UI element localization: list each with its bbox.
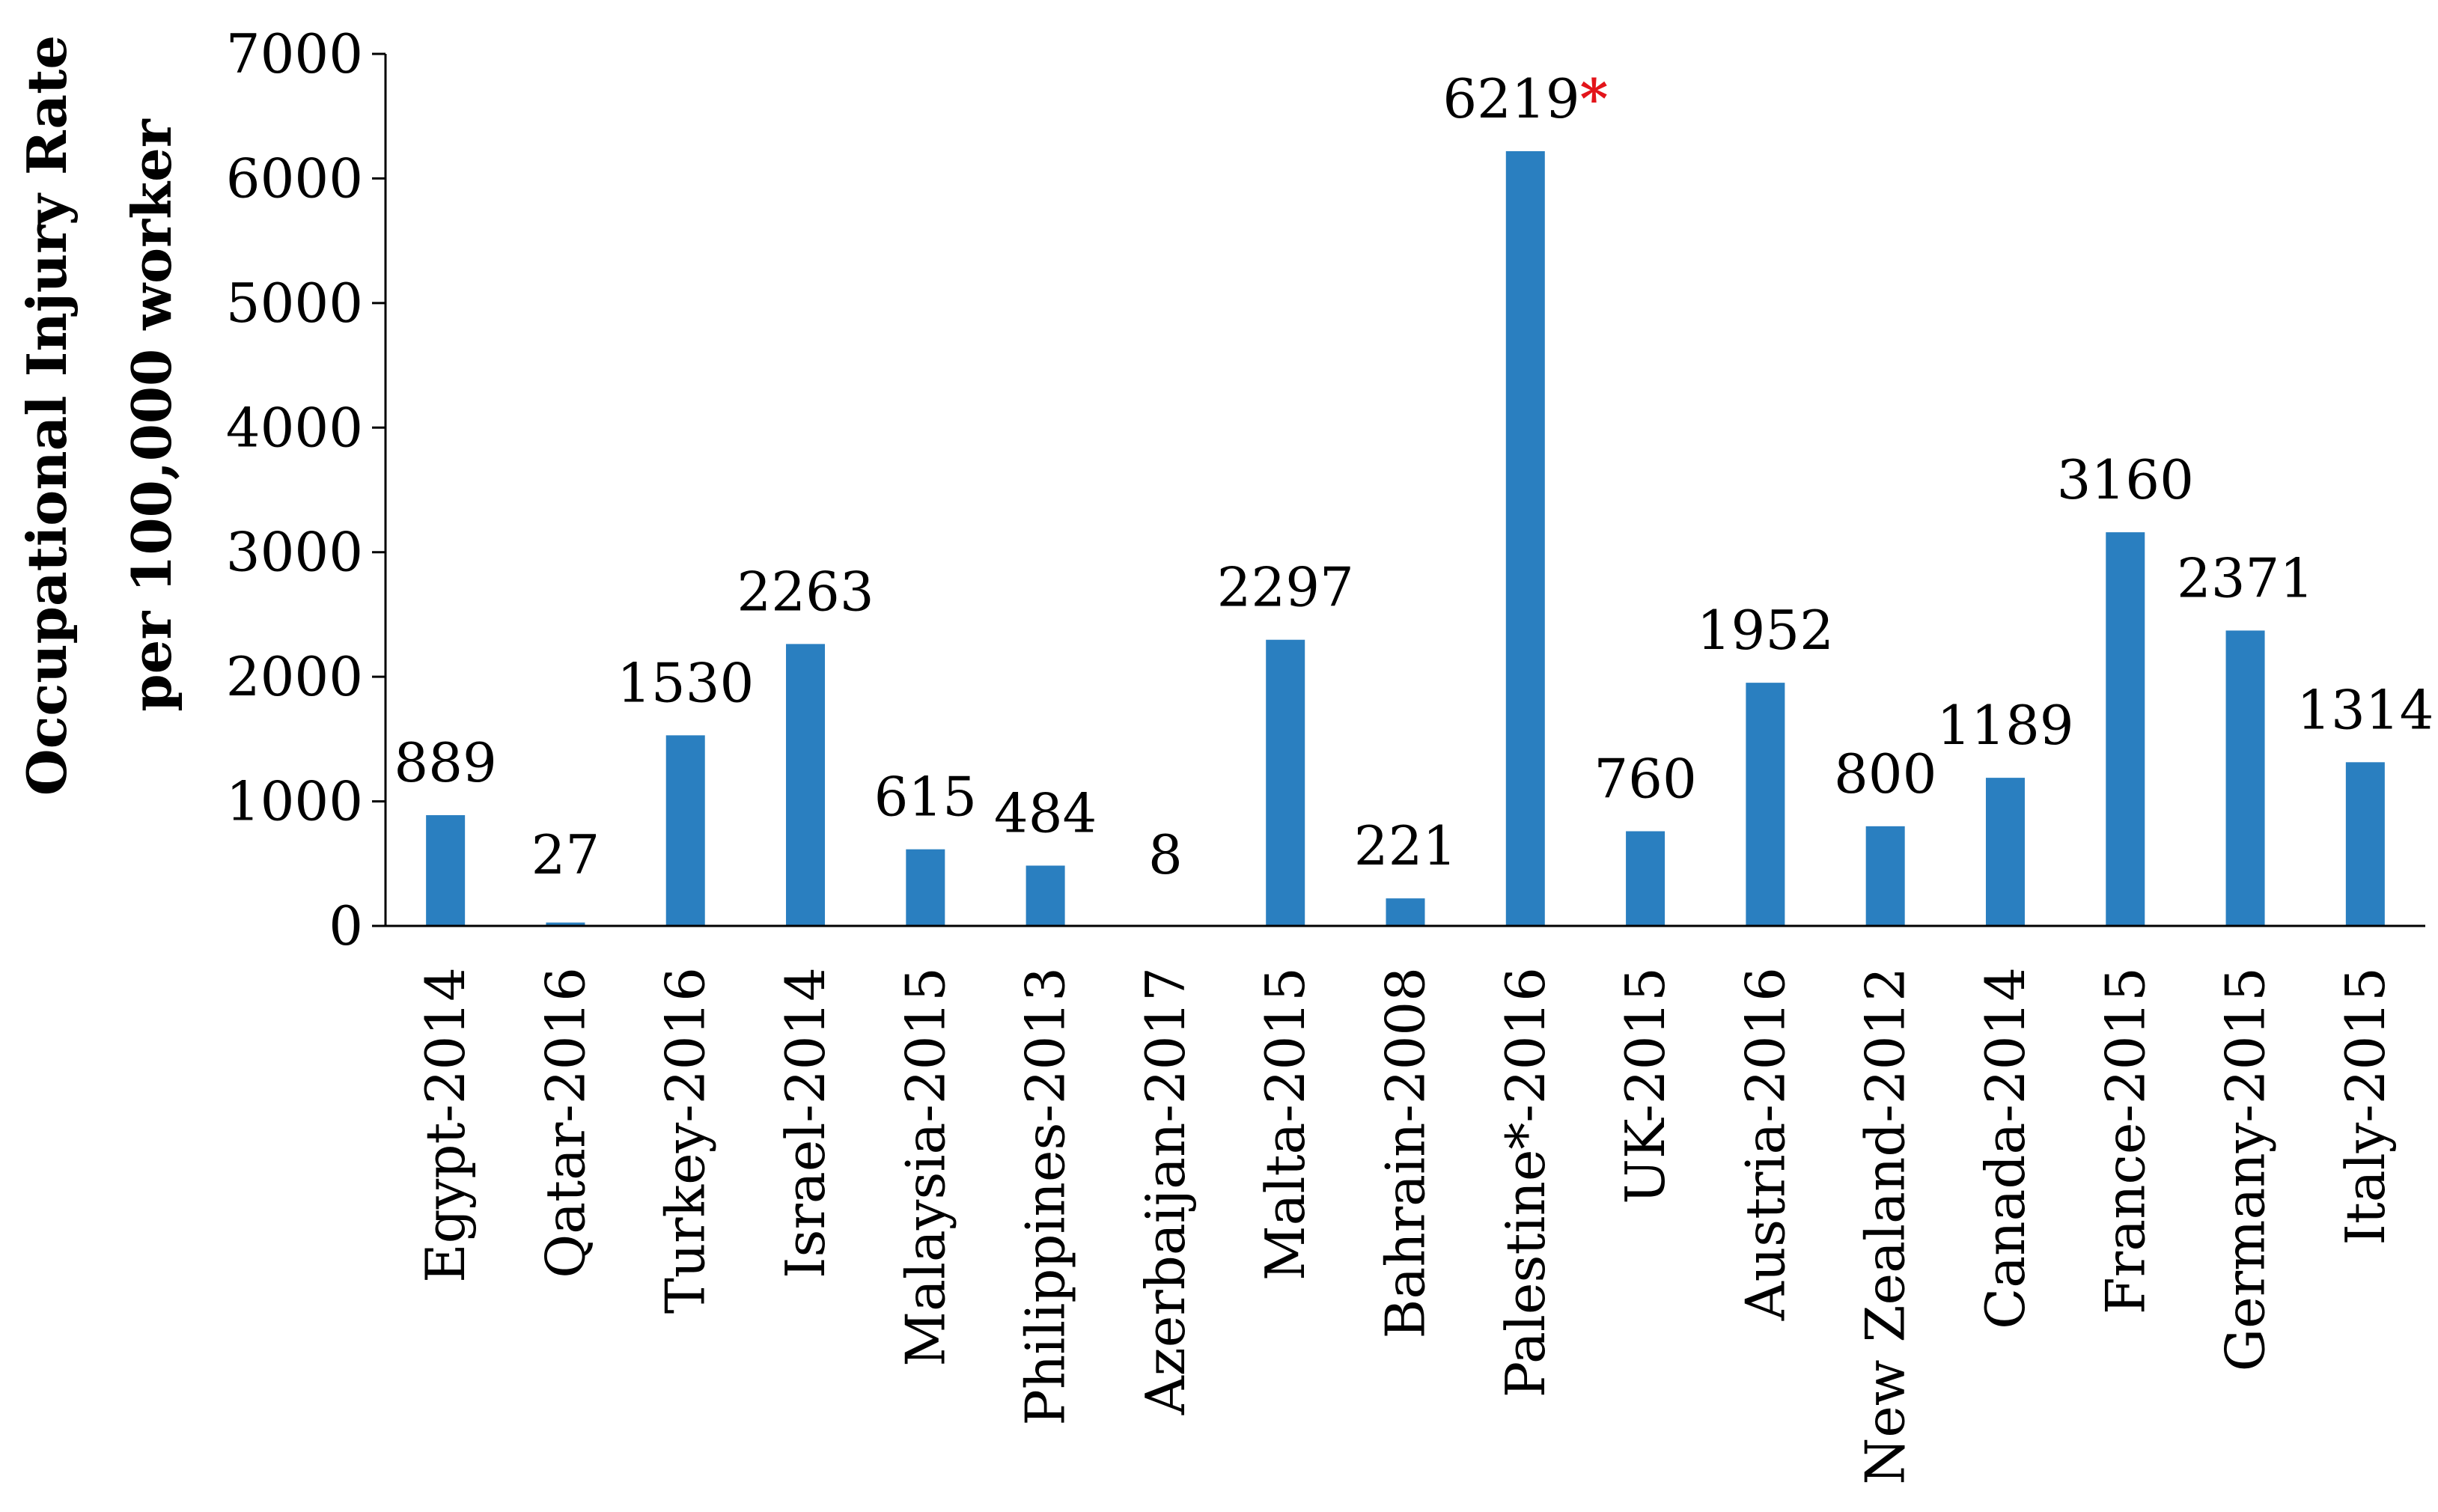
y-tick-label: 3000 bbox=[226, 521, 363, 584]
y-tick-label: 7000 bbox=[226, 22, 363, 85]
asterisk-annotation: * bbox=[1580, 67, 1609, 130]
bar bbox=[786, 644, 826, 926]
data-label: 221 bbox=[1354, 814, 1457, 877]
y-tick-label: 1000 bbox=[226, 770, 363, 833]
y-tick-label: 2000 bbox=[226, 645, 363, 708]
x-tick-label: Italy-2015 bbox=[2334, 967, 2397, 1246]
x-tick-label: Qatar-2016 bbox=[534, 967, 597, 1278]
bar bbox=[1746, 683, 1785, 926]
data-label: 1530 bbox=[617, 651, 754, 714]
data-label: 760 bbox=[1594, 748, 1696, 811]
y-tick-label: 6000 bbox=[226, 147, 363, 210]
data-label: 889 bbox=[394, 731, 496, 794]
x-tick-label: Egypt-2014 bbox=[414, 967, 477, 1283]
x-tick-label: Germany-2015 bbox=[2214, 967, 2277, 1371]
bar bbox=[1026, 865, 1065, 926]
bar bbox=[1626, 831, 1666, 926]
x-tick-label: Canada-2014 bbox=[1974, 967, 2037, 1329]
bar bbox=[2225, 630, 2265, 926]
x-tick-label: Israel-2014 bbox=[774, 967, 837, 1278]
bar bbox=[1985, 778, 2025, 926]
bar bbox=[1266, 639, 1305, 926]
data-label: 8 bbox=[1148, 823, 1183, 886]
bar bbox=[546, 922, 585, 926]
data-label: 27 bbox=[531, 823, 600, 886]
x-tick-label: Philippines-2013 bbox=[1014, 967, 1077, 1426]
x-tick-label: UK-2015 bbox=[1614, 967, 1677, 1204]
data-label: 615 bbox=[874, 766, 977, 829]
y-tick-label: 5000 bbox=[226, 272, 363, 335]
x-tick-label: Azerbaijan-2017 bbox=[1134, 967, 1197, 1415]
x-tick-label: France-2015 bbox=[2094, 967, 2157, 1314]
x-tick-label: Malta-2015 bbox=[1254, 967, 1317, 1281]
bar bbox=[1386, 898, 1425, 926]
bar bbox=[2345, 762, 2385, 926]
bar bbox=[1865, 826, 1905, 926]
x-tick-label: Bahrain-2008 bbox=[1374, 967, 1437, 1339]
data-label: 1952 bbox=[1697, 599, 1834, 662]
y-axis: 0 1000 2000 3000 4000 5000 6000 7000 bbox=[226, 22, 387, 957]
x-tick-label: New Zealand-2012 bbox=[1854, 967, 1917, 1485]
bar bbox=[665, 735, 705, 926]
data-labels: 889 27 1530 2263 615 484 8 2297 221 6219* 760 1952 8… bbox=[394, 67, 2434, 886]
data-label: 1314 bbox=[2297, 678, 2434, 741]
bar bbox=[426, 815, 466, 926]
data-label: 3160 bbox=[2057, 448, 2194, 511]
data-label: 484 bbox=[994, 781, 1097, 844]
y-axis-title: Occupational Injury Rate per 100,000 wor… bbox=[15, 35, 183, 796]
bar bbox=[2106, 532, 2145, 926]
data-label: 2297 bbox=[1217, 556, 1354, 619]
y-tick-label: 4000 bbox=[226, 396, 363, 459]
x-tick-label: Palestine*-2016 bbox=[1494, 967, 1557, 1397]
x-tick-label: Austria-2016 bbox=[1734, 967, 1796, 1321]
data-label: 6219* bbox=[1442, 67, 1608, 130]
x-tick-label: Malaysia-2015 bbox=[894, 967, 957, 1367]
bar bbox=[906, 849, 945, 926]
bars bbox=[426, 150, 2385, 926]
data-label: 800 bbox=[1834, 743, 1936, 805]
x-axis: Egypt-2014 Qatar-2016 Turkey-2016 Israel-20… bbox=[385, 924, 2425, 1485]
data-label: 2263 bbox=[737, 560, 874, 623]
y-tick-label: 0 bbox=[329, 894, 363, 957]
y-axis-title-line-2: per 100,000 worker bbox=[120, 118, 183, 712]
y-axis-title-line-1: Occupational Injury Rate bbox=[15, 35, 79, 796]
bar bbox=[1505, 150, 1545, 926]
x-tick-label: Turkey-2016 bbox=[654, 967, 717, 1314]
data-label: 1189 bbox=[1936, 694, 2073, 757]
data-label: 2371 bbox=[2177, 546, 2314, 609]
